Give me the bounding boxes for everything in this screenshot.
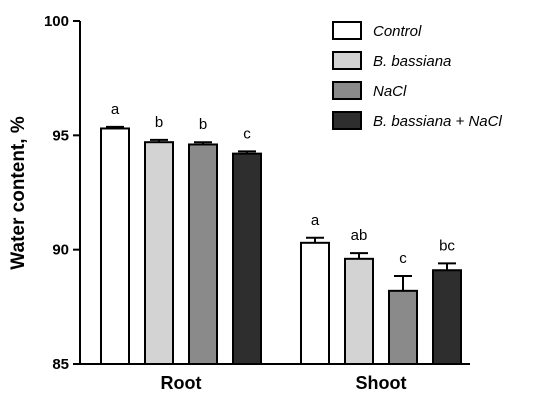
legend-label: B. bassiana + NaCl [373,113,502,130]
bar-shoot-3 [432,269,462,366]
bar-root-1 [144,141,174,365]
bar-shoot-2 [388,289,418,365]
y-tick-label: 85 [52,356,69,373]
significance-label: b [199,116,207,133]
legend-label: Control [373,23,422,40]
legend-label: NaCl [373,83,407,100]
y-axis-title: Water content, % [8,116,29,270]
legend: Control B. bassiana NaCl B. bassiana + NaCl [332,21,502,130]
legend-swatch [332,111,362,130]
significance-label: a [311,212,320,229]
bar-shoot-1 [344,257,374,365]
x-category-label: Shoot [356,373,407,393]
legend-label: B. bassiana [373,53,451,70]
legend-swatch [332,81,362,100]
bar-shoot-0 [300,241,330,366]
y-tick-label: 95 [52,127,69,144]
y-tick-label: 100 [44,13,69,30]
y-tick-label: 90 [52,242,69,259]
legend-swatch [332,51,362,70]
significance-label: b [155,114,163,131]
significance-label: ab [351,227,368,244]
significance-label: c [243,125,251,142]
significance-label: a [111,101,120,118]
bar-root-2 [188,143,218,365]
bar-root-0 [100,127,130,365]
bar-root-3 [232,152,262,365]
significance-label: c [399,250,407,267]
x-category-label: Root [161,373,202,393]
significance-label: bc [439,237,455,254]
legend-swatch [332,21,362,40]
